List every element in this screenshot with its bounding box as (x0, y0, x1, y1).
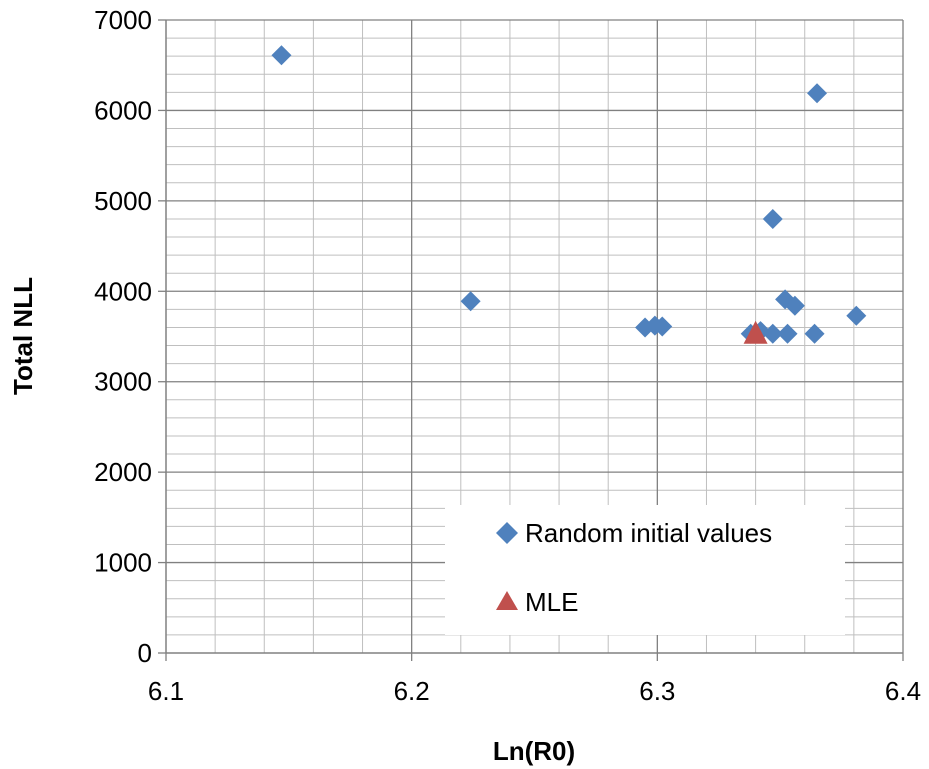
x-axis-title: Ln(R0) (493, 736, 575, 766)
x-tick-label: 6.1 (148, 676, 184, 706)
y-tick-label: 7000 (94, 5, 152, 35)
data-point-random-initial (846, 305, 867, 326)
y-tick-label: 3000 (94, 367, 152, 397)
legend-diamond-marker (496, 522, 518, 544)
data-point-random-initial (271, 45, 292, 66)
y-tick-label: 0 (138, 638, 152, 668)
y-tick-label: 4000 (94, 276, 152, 306)
y-tick-label: 2000 (94, 457, 152, 487)
x-tick-label: 6.2 (394, 676, 430, 706)
x-axis-tick-labels: 6.1 6.2 6.3 6.4 (148, 676, 921, 706)
data-point-random-initial (807, 83, 828, 104)
data-point-random-initial (804, 323, 825, 344)
axes (158, 19, 904, 661)
x-tick-label: 6.4 (885, 676, 921, 706)
y-tick-label: 5000 (94, 186, 152, 216)
data-point-random-initial (652, 316, 673, 337)
legend-label-mle: MLE (525, 587, 578, 617)
data-points (271, 45, 867, 344)
data-point-random-initial (762, 208, 783, 229)
data-point-mle (743, 320, 768, 344)
legend-triangle-marker (496, 591, 518, 610)
y-tick-label: 1000 (94, 548, 152, 578)
legend: Random initial values MLE (445, 505, 845, 635)
x-tick-label: 6.3 (639, 676, 675, 706)
data-point-random-initial (784, 295, 805, 316)
y-axis-tick-labels: 0 1000 2000 3000 4000 5000 6000 7000 (94, 5, 152, 668)
data-point-random-initial (460, 291, 481, 312)
legend-label-random: Random initial values (525, 518, 772, 548)
data-point-random-initial (777, 323, 798, 344)
data-point-random-initial (762, 323, 783, 344)
y-tick-label: 6000 (94, 95, 152, 125)
y-axis-title: Total NLL (8, 277, 38, 395)
